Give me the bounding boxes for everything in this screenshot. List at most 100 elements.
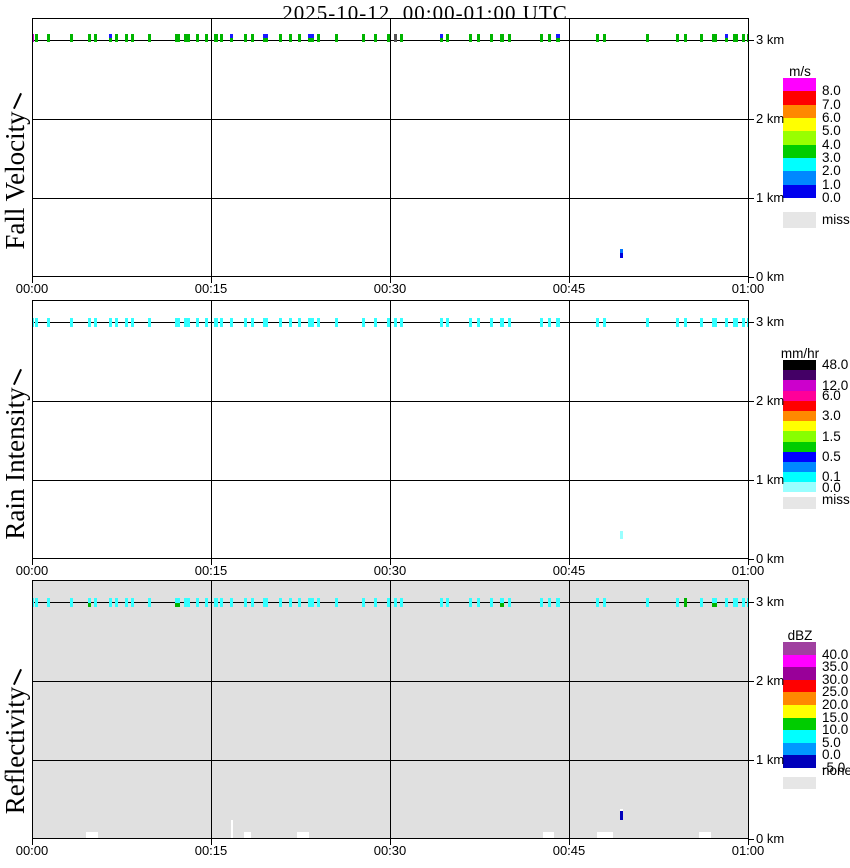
x-axis-tick [211, 277, 212, 283]
legend-miss-swatch [783, 777, 816, 789]
data-mark [508, 318, 511, 327]
data-mark [742, 318, 745, 327]
data-mark [47, 318, 50, 327]
data-mark [500, 598, 504, 603]
h-gridline [33, 322, 748, 323]
data-mark [747, 34, 748, 42]
x-axis-tick [32, 839, 33, 845]
data-mark [131, 598, 134, 607]
legend-value-label: 5.0 [822, 123, 841, 139]
y-axis-tick [748, 480, 754, 481]
y-axis-tick [748, 322, 754, 323]
data-mark [148, 34, 151, 42]
data-mark [374, 318, 377, 327]
v-gridline [211, 301, 212, 558]
axis-title-fall-velocity: Fall Velocity [0, 25, 31, 325]
data-mark [374, 34, 377, 42]
legend-value-label: 2.0 [822, 163, 841, 179]
x-axis-tick [211, 559, 212, 565]
x-tick-label: 00:00 [15, 843, 49, 858]
no-data-gap [297, 832, 309, 838]
x-axis-tick [390, 559, 391, 565]
data-mark [596, 318, 599, 327]
data-mark [214, 598, 218, 607]
data-mark [244, 318, 247, 327]
data-mark [556, 34, 560, 38]
legend-unit-label: dBZ [787, 628, 813, 643]
y-axis-tick [748, 760, 754, 761]
axis-title-tick-mark [12, 369, 22, 386]
data-mark [700, 318, 703, 327]
data-mark [148, 598, 151, 607]
data-mark [70, 318, 73, 327]
data-mark [88, 318, 91, 327]
data-mark [70, 598, 73, 607]
data-mark [646, 34, 649, 42]
x-axis-tick [390, 839, 391, 845]
legend-miss-label: miss [822, 212, 850, 227]
h-gridline [33, 480, 748, 481]
data-mark [400, 34, 403, 42]
data-mark [712, 598, 717, 603]
data-mark-isolated [620, 531, 623, 539]
data-mark [603, 598, 606, 607]
data-mark [125, 34, 128, 42]
x-tick-label: 01:00 [731, 281, 765, 296]
data-mark [289, 318, 292, 327]
v-gridline [211, 19, 212, 276]
x-axis-tick [569, 559, 570, 565]
legend-segment [783, 654, 816, 668]
data-mark [184, 34, 190, 42]
y-tick-label: 3 km [756, 594, 785, 609]
data-mark [263, 598, 268, 607]
no-data-gap [244, 832, 251, 838]
data-mark [387, 34, 390, 42]
y-tick-label: 0 km [756, 551, 785, 566]
data-mark [230, 318, 233, 327]
data-mark-isolated [620, 253, 623, 258]
legend-miss-swatch [783, 497, 816, 509]
x-tick-label: 01:00 [731, 843, 765, 858]
legend-color-bar [783, 642, 816, 768]
legend-segment [783, 755, 816, 768]
data-mark [115, 34, 118, 42]
data-mark [175, 603, 180, 607]
data-mark [440, 34, 443, 38]
x-axis-tick [390, 277, 391, 283]
data-mark [109, 38, 112, 42]
y-axis-tick [748, 602, 754, 603]
legend-value-label: 6.0 [822, 387, 841, 403]
data-mark [317, 318, 320, 327]
legend-value-label: 25.0 [822, 684, 849, 700]
y-axis-tick [748, 839, 754, 840]
data-mark [220, 598, 223, 607]
h-gridline [33, 198, 748, 199]
legend-value-label: 0.0 [822, 747, 841, 763]
data-mark [115, 318, 118, 327]
data-mark-isolated [620, 809, 623, 811]
x-axis-tick [211, 839, 212, 845]
data-mark-isolated [620, 249, 623, 253]
v-gridline [569, 19, 570, 276]
data-mark [684, 34, 687, 42]
data-mark [400, 598, 403, 607]
data-mark [308, 34, 314, 38]
data-mark [47, 598, 50, 607]
legend-color-bar [783, 78, 816, 198]
data-mark [196, 34, 199, 42]
data-mark [148, 318, 151, 327]
reflectivity-plot [32, 580, 749, 839]
data-mark [490, 34, 493, 42]
v-gridline [569, 301, 570, 558]
y-tick-label: 2 km [756, 393, 785, 408]
no-data-gap [86, 832, 98, 838]
h-gridline [33, 119, 748, 120]
y-axis-tick [748, 198, 754, 199]
v-gridline [569, 581, 570, 838]
data-mark [196, 598, 199, 607]
legend-segment [783, 730, 816, 743]
data-mark [725, 598, 728, 607]
data-mark [500, 34, 504, 42]
y-tick-label: 2 km [756, 111, 785, 126]
data-mark [298, 598, 301, 607]
